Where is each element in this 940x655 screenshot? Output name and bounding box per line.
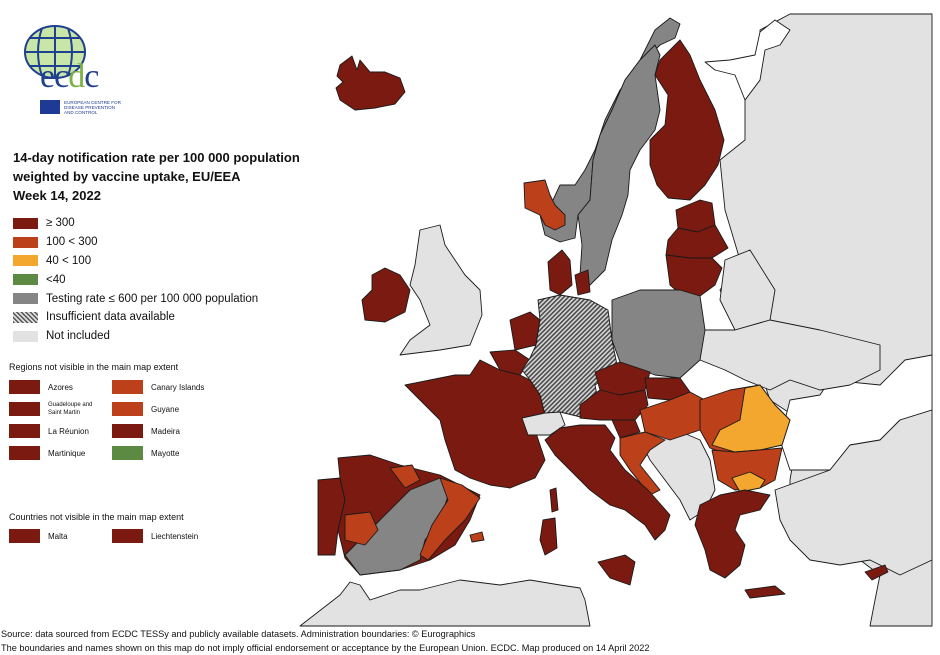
ecdc-wordmark: ecdc <box>40 58 99 95</box>
legend-swatch-100-300 <box>13 236 38 248</box>
region-swatch <box>112 402 143 416</box>
country-denmark-zealand <box>574 269 591 296</box>
white-sea <box>704 19 791 101</box>
region-swatch <box>9 424 40 438</box>
region-swatch <box>9 446 40 460</box>
country-france <box>404 359 546 489</box>
island-crete <box>744 585 786 599</box>
country-austria <box>579 389 649 421</box>
country-lithuania <box>665 254 723 299</box>
region-item-canary-islands: Canary Islands <box>112 378 222 396</box>
country-finland <box>649 39 725 201</box>
island-sicily <box>597 554 636 586</box>
country-poland <box>611 289 706 379</box>
region-item-mayotte: Mayotte <box>112 444 222 462</box>
region-item-guadeloupe: Guadeloupe and Saint Martin <box>9 400 112 418</box>
region-item-la-reunion: La Réunion <box>9 422 112 440</box>
region-north-africa <box>299 579 591 627</box>
country-united-kingdom <box>399 224 483 356</box>
region-swatch <box>112 446 143 460</box>
legend-item: Not included <box>13 327 258 346</box>
region-swatch <box>112 380 143 394</box>
countries-not-visible-list: Malta Liechtenstein <box>9 527 222 545</box>
regions-not-visible-title: Regions not visible in the main map exte… <box>9 362 179 372</box>
country-item-malta: Malta <box>9 527 112 545</box>
region-item-madeira: Madeira <box>112 422 222 440</box>
region-swatch <box>9 380 40 394</box>
region-bulgaria-yellow <box>731 471 766 493</box>
country-greece <box>694 489 771 579</box>
country-denmark <box>547 249 573 296</box>
region-spain-east <box>419 477 481 561</box>
region-item-martinique: Martinique <box>9 444 112 462</box>
regions-not-visible-list: Azores Canary Islands Guadeloupe and Sai… <box>9 378 222 462</box>
legend-swatch-lt40 <box>13 274 38 286</box>
disclaimer-note: The boundaries and names shown on this m… <box>1 643 650 653</box>
country-item-liechtenstein: Liechtenstein <box>112 527 222 545</box>
country-slovenia <box>611 419 641 439</box>
country-sweden <box>577 44 661 286</box>
region-swatch <box>112 424 143 438</box>
region-ukraine <box>699 319 881 391</box>
country-switzerland <box>521 411 566 436</box>
legend-swatch-not-included <box>13 330 38 342</box>
region-item-azores: Azores <box>9 378 112 396</box>
region-item-guyane: Guyane <box>112 400 222 418</box>
region-swatch <box>9 402 40 416</box>
island-corsica <box>549 487 559 513</box>
legend-item: 40 < 100 <box>13 252 258 271</box>
map-footer: Source: data sourced from ECDC TESSy and… <box>1 627 649 655</box>
legend-item: 100 < 300 <box>13 233 258 252</box>
country-germany <box>521 294 619 419</box>
country-hungary <box>639 391 706 441</box>
island-sardinia <box>539 517 558 556</box>
legend-item: Insufficient data available <box>13 308 258 327</box>
country-iceland <box>335 55 406 111</box>
map-title: 14-day notification rate per 100 000 pop… <box>13 150 300 203</box>
legend-item: Testing rate ≤ 600 per 100 000 populatio… <box>13 289 258 308</box>
country-cyprus <box>864 564 889 581</box>
globe-icon <box>24 25 86 79</box>
legend: ≥ 300 100 < 300 40 < 100 <40 Testing rat… <box>13 214 258 346</box>
country-croatia <box>619 431 666 496</box>
legend-item: <40 <box>13 270 258 289</box>
ecdc-logo: ecdc European Centre for Disease Prevent… <box>12 20 132 120</box>
countries-not-visible-title: Countries not visible in the main map ex… <box>9 512 184 522</box>
eu-flag-icon <box>40 100 60 114</box>
legend-swatch-ge300 <box>13 217 38 229</box>
country-ireland <box>361 267 411 323</box>
country-italy <box>544 424 671 541</box>
region-spain-castilla-lamancha <box>344 511 379 546</box>
legend-swatch-testing-low <box>13 293 38 305</box>
region-spain-north <box>389 464 421 489</box>
agency-name: European Centre for Disease Prevention a… <box>64 100 121 115</box>
legend-swatch-insufficient-data <box>13 311 38 323</box>
legend-item: ≥ 300 <box>13 214 258 233</box>
country-netherlands <box>509 311 541 351</box>
region-norway-west <box>523 179 566 231</box>
island-balearic <box>469 531 485 543</box>
country-swatch <box>9 529 40 543</box>
legend-swatch-40-100 <box>13 255 38 267</box>
country-swatch <box>112 529 143 543</box>
source-note: Source: data sourced from ECDC TESSy and… <box>1 629 476 639</box>
region-turkey <box>774 409 933 576</box>
